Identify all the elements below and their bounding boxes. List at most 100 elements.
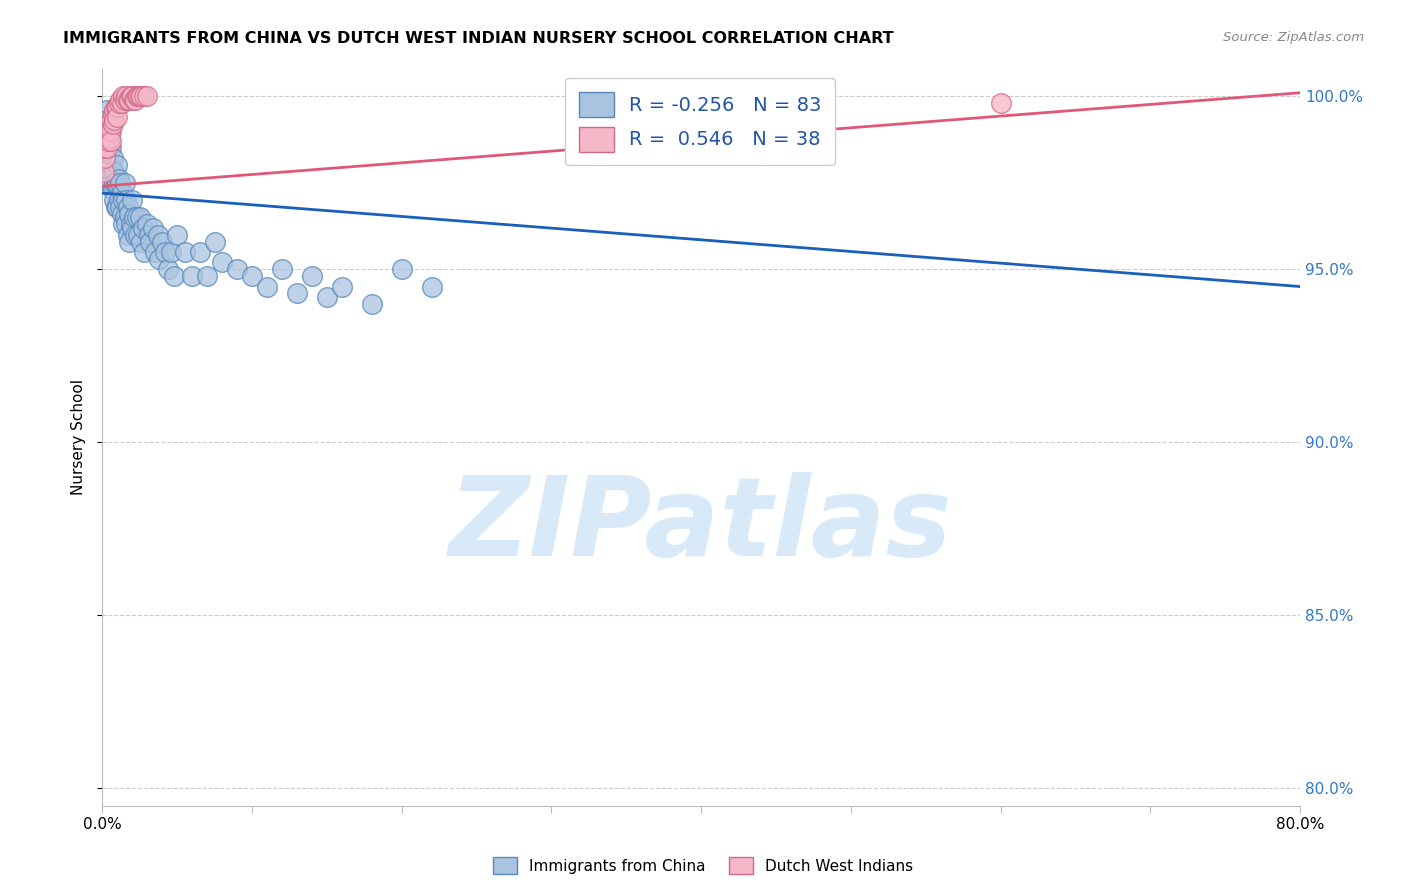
Point (105, 99, 128, 113)
Point (391, 262, 413, 277)
Point (125, 89, 148, 103)
Point (195, 269, 218, 284)
Point (204, 235, 226, 249)
Point (97, 165, 120, 179)
Point (100, 134, 122, 148)
Point (128, 211, 150, 225)
Point (270, 262, 292, 277)
Point (103, 176, 125, 190)
Point (100, 141, 122, 155)
Point (990, 96, 1012, 111)
Point (129, 89, 152, 103)
Point (150, 235, 173, 249)
Point (108, 93, 131, 107)
Point (93, 124, 115, 138)
Point (98, 137, 121, 152)
Point (94, 152, 117, 166)
Point (103, 103, 125, 117)
Point (105, 110, 128, 124)
Point (103, 165, 125, 179)
Point (240, 269, 263, 284)
Point (104, 99, 127, 113)
Point (143, 244, 166, 259)
Y-axis label: Nursery School: Nursery School (72, 379, 86, 495)
Point (105, 176, 128, 190)
Point (285, 286, 308, 301)
Point (188, 244, 211, 259)
Point (115, 89, 138, 103)
Point (127, 227, 149, 242)
Point (121, 193, 143, 207)
Point (315, 290, 337, 304)
Point (98, 124, 121, 138)
Point (103, 193, 125, 207)
Point (136, 89, 159, 103)
Point (121, 220, 143, 235)
Point (98, 176, 121, 190)
Point (122, 211, 145, 225)
Point (124, 227, 146, 242)
Point (211, 255, 233, 269)
Point (131, 220, 153, 235)
Point (124, 93, 146, 107)
Point (118, 93, 141, 107)
Point (148, 252, 170, 266)
Point (138, 227, 160, 242)
Point (226, 262, 249, 277)
Point (111, 186, 134, 200)
Point (96, 124, 118, 138)
Point (118, 235, 141, 249)
Point (117, 200, 139, 214)
Point (142, 220, 165, 235)
Legend: R = -0.256   N = 83, R =  0.546   N = 38: R = -0.256 N = 83, R = 0.546 N = 38 (565, 78, 835, 165)
Point (105, 158, 128, 172)
Point (122, 93, 145, 107)
Legend: Immigrants from China, Dutch West Indians: Immigrants from China, Dutch West Indian… (486, 851, 920, 880)
Point (97, 134, 120, 148)
Point (114, 176, 136, 190)
Point (134, 89, 156, 103)
Point (163, 269, 186, 284)
Point (97, 172, 120, 186)
Point (129, 235, 152, 249)
Point (101, 117, 124, 131)
Point (120, 217, 142, 231)
Point (360, 297, 382, 311)
Point (94, 141, 117, 155)
Point (134, 244, 156, 259)
Point (101, 106, 124, 120)
Point (94, 141, 117, 155)
Point (118, 207, 141, 221)
Point (256, 279, 278, 293)
Point (107, 172, 129, 186)
Point (96, 130, 118, 145)
Point (166, 227, 188, 242)
Point (146, 227, 169, 242)
Point (112, 217, 135, 231)
Point (153, 244, 176, 259)
Point (105, 200, 128, 214)
Point (114, 93, 136, 107)
Text: IMMIGRANTS FROM CHINA VS DUTCH WEST INDIAN NURSERY SCHOOL CORRELATION CHART: IMMIGRANTS FROM CHINA VS DUTCH WEST INDI… (63, 31, 894, 46)
Point (98, 130, 121, 145)
Point (101, 165, 124, 179)
Point (160, 244, 183, 259)
Point (100, 158, 122, 172)
Point (94, 130, 117, 145)
Point (97, 124, 120, 138)
Point (111, 207, 134, 221)
Point (120, 89, 142, 103)
Point (301, 269, 323, 284)
Point (117, 227, 139, 242)
Point (157, 262, 180, 277)
Point (101, 152, 124, 166)
Point (104, 176, 127, 190)
Point (101, 183, 124, 197)
Point (96, 103, 118, 117)
Point (117, 93, 139, 107)
Point (96, 141, 118, 155)
Point (136, 217, 159, 231)
Point (108, 176, 131, 190)
Point (173, 244, 195, 259)
Point (111, 96, 134, 111)
